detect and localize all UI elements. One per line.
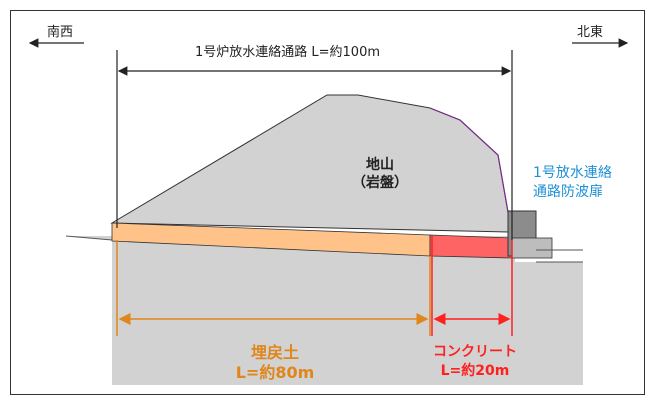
ground-surface-line [65,235,113,241]
seawall-base [511,237,553,259]
concrete-section [429,234,513,259]
rock-label: 地山 （岩盤） [345,158,415,190]
gate-label: 1号放水連絡 通路防波扉 [533,166,612,199]
gate-label-line1: 1号放水連絡 [533,165,612,181]
cliff-edge-line [429,107,509,213]
rock-label-line2: （岩盤） [352,175,408,191]
concrete-label: コンクリート L=約20m [420,345,530,378]
channel-title: 1号炉放水連絡通路 L=約100m [195,45,381,60]
gate-label-line2: 通路防波扉 [533,184,603,200]
backfill-label: 埋戻土 L=約80m [230,345,320,381]
concrete-label-line1: コンクリート [433,344,517,360]
ground-area [66,236,583,385]
concrete-label-line2: L=約20m [440,363,510,379]
backfill-label-line2: L=約80m [235,363,315,382]
harbor-water-line [536,249,583,263]
rock-label-line1: 地山 [366,157,394,173]
direction-northeast-label: 北東 [577,25,604,40]
direction-southwest-label: 南西 [47,25,74,40]
backfill-label-line1: 埋戻土 [250,343,299,362]
